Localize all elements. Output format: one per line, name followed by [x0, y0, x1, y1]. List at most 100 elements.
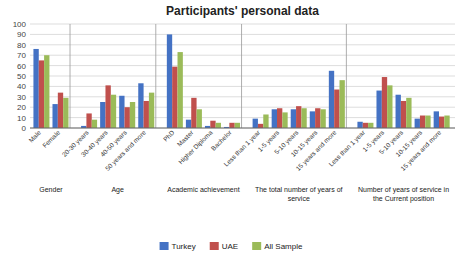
bar [439, 117, 444, 128]
bar [401, 101, 406, 128]
legend-label: Turkey [172, 242, 196, 251]
bar [253, 119, 258, 128]
bar [434, 111, 439, 128]
bar [315, 108, 320, 128]
bar [272, 109, 277, 128]
x-tick-label: Female [41, 128, 62, 149]
bar [86, 113, 91, 128]
bar [119, 96, 124, 128]
bar [229, 123, 234, 128]
x-tick-label: Bachelor [210, 128, 234, 152]
bar [444, 116, 449, 128]
group-label: Academic achievement [167, 186, 239, 193]
bar [396, 95, 401, 128]
y-tick-label: 10 [17, 114, 26, 123]
bar [172, 67, 177, 128]
x-axis [30, 128, 455, 129]
bar [363, 123, 368, 128]
group-label-line: Academic achievement [167, 186, 239, 193]
grid-line [30, 128, 455, 129]
bar [92, 120, 97, 128]
y-tick-label: 100 [13, 20, 27, 29]
legend-label: All Sample [264, 242, 303, 251]
x-tick-label: 50 years and more [104, 128, 148, 172]
chart: Participants' personal data 010 2030 405060… [0, 0, 462, 261]
y-tick-label: 0 [22, 124, 27, 133]
grid-line [30, 76, 455, 77]
bar [39, 60, 44, 128]
bar [310, 111, 315, 128]
x-tick-label: Male [27, 128, 42, 143]
bar [44, 55, 49, 128]
bar [425, 116, 430, 128]
legend: Turkey UAE All Sample [160, 242, 303, 251]
bar [58, 93, 63, 128]
bar [191, 98, 196, 128]
group-label-line: The total number of years of [255, 186, 343, 194]
bar [197, 109, 202, 128]
bar [368, 123, 373, 128]
group-label: Number of years of service inthe Current… [358, 186, 449, 203]
group-label-line: the Current position [373, 195, 434, 203]
legend-swatch [210, 242, 219, 250]
bar [144, 101, 149, 128]
bar [334, 90, 339, 128]
bar [282, 112, 287, 128]
y-tick-label: 80 [17, 41, 26, 50]
group-label: Gender [39, 186, 63, 193]
title: Participants' personal data [166, 4, 319, 18]
bar [415, 119, 420, 128]
bar [138, 83, 143, 128]
group-separator [155, 24, 156, 128]
legend-item: All Sample [252, 242, 303, 251]
group-separator [241, 24, 242, 128]
y-tick-label: 90 [17, 30, 26, 39]
group-label: The total number of years ofservice [255, 186, 343, 202]
bar [258, 124, 263, 128]
bar [376, 91, 381, 128]
x-tick-label: 15 years and more [399, 128, 443, 172]
y-tick-label: 40 [17, 82, 26, 91]
bar [320, 109, 325, 128]
y-tick-label: 30 [17, 93, 26, 102]
y-tick-label: 20 [17, 103, 26, 112]
bar [357, 122, 362, 128]
y-tick-label: 70 [17, 51, 26, 60]
legend-item: Turkey [160, 242, 196, 251]
group-separator [70, 24, 71, 128]
bar [186, 120, 191, 128]
bars [33, 34, 449, 128]
y-tick-label: 60 [17, 62, 26, 71]
legend-label: UAE [222, 242, 238, 251]
grid-line [30, 55, 455, 56]
bar [387, 85, 392, 128]
bar [33, 49, 38, 128]
group-label-line: service [288, 195, 310, 202]
bar [216, 123, 221, 128]
legend-swatch [252, 242, 261, 250]
bar [420, 116, 425, 128]
bar [291, 109, 296, 128]
bar [105, 85, 110, 128]
bar [178, 52, 183, 128]
bar [301, 108, 306, 128]
grid-line [30, 44, 455, 45]
grid-line [30, 65, 455, 66]
legend-swatch [160, 242, 169, 250]
bar [382, 77, 387, 128]
bar [111, 95, 116, 128]
legend-item: UAE [210, 242, 238, 251]
group-label-line: Number of years of service in [358, 186, 449, 194]
grid-line [30, 24, 455, 25]
group-separator [346, 24, 347, 128]
grid-line [30, 34, 455, 35]
bar [100, 102, 105, 128]
bar [329, 71, 334, 128]
bar [167, 34, 172, 128]
bar [263, 114, 268, 128]
bar [210, 121, 215, 128]
bar [149, 93, 154, 128]
bar [277, 108, 282, 128]
y-tick-label: 50 [17, 72, 26, 81]
x-tick-label: PhD [162, 129, 176, 143]
